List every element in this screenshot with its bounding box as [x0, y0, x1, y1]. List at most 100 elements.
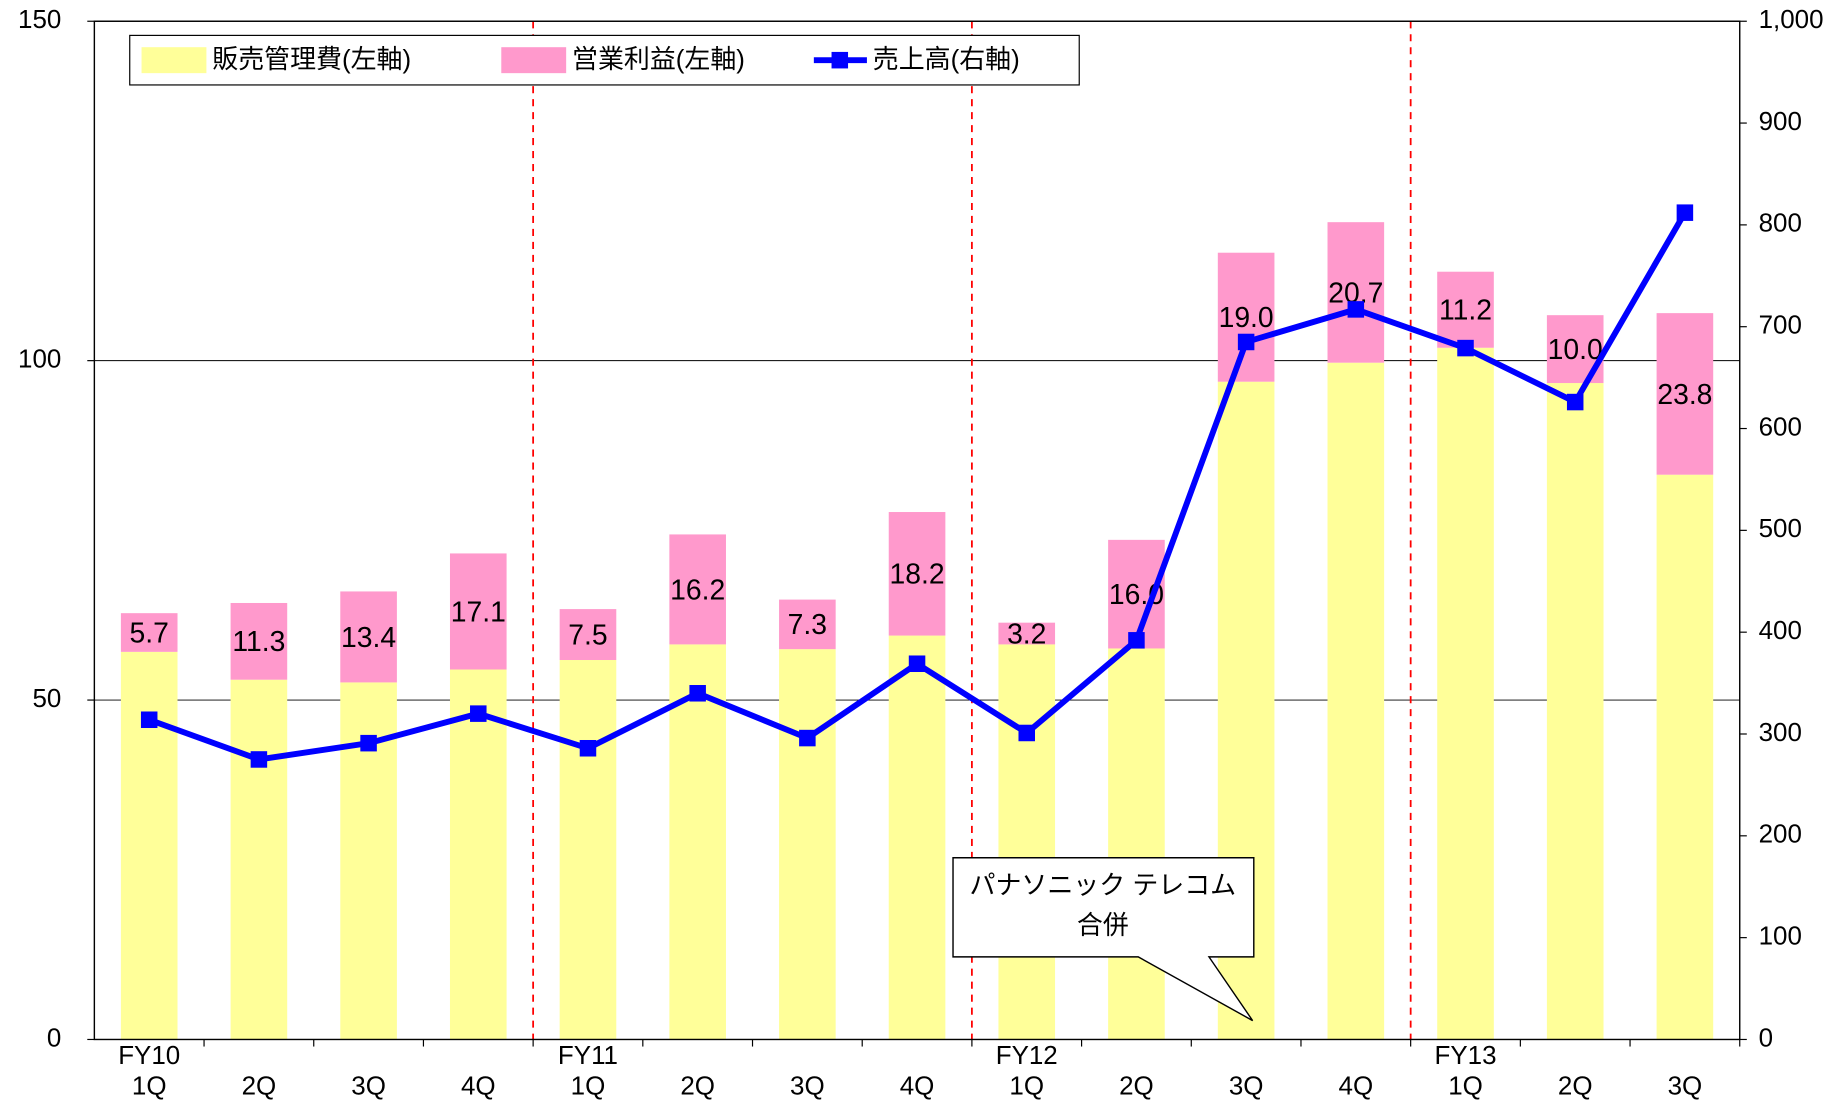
bar — [1108, 648, 1165, 1040]
line-marker — [470, 705, 487, 722]
data-label: 5.7 — [130, 616, 169, 648]
x-group-label: FY12 — [996, 1042, 1058, 1070]
x-tick-label: 2Q — [242, 1073, 277, 1101]
y2-tick-label: 0 — [1759, 1024, 1773, 1052]
line-marker — [689, 685, 706, 702]
y2-tick-label: 100 — [1759, 923, 1802, 951]
x-tick-label: 3Q — [351, 1073, 386, 1101]
data-label: 7.5 — [568, 618, 607, 650]
bar — [1437, 271, 1494, 348]
bar — [120, 651, 178, 1040]
y2-tick-label: 700 — [1759, 312, 1802, 340]
bar — [669, 644, 726, 1040]
bar — [559, 660, 617, 1040]
y-tick-label: 150 — [18, 6, 61, 34]
bar — [888, 512, 946, 636]
bar — [998, 644, 1056, 1040]
line-marker — [1457, 339, 1474, 357]
legend-label: 販売管理費(左軸) — [212, 45, 411, 74]
x-group-label: FY11 — [558, 1042, 618, 1070]
line-marker — [1237, 333, 1255, 351]
bar — [1217, 252, 1275, 382]
bar — [230, 679, 288, 1040]
legend-marker — [831, 51, 849, 69]
x-tick-label: 1Q — [132, 1073, 167, 1101]
plot-frame — [93, 20, 1741, 1041]
data-label: 10.0 — [1548, 333, 1603, 365]
y2-tick-label: 600 — [1759, 413, 1802, 441]
bar — [1437, 347, 1494, 1040]
data-label: 19.0 — [1219, 301, 1274, 333]
bar — [230, 602, 288, 680]
y2-tick-label: 800 — [1759, 210, 1802, 238]
line-marker — [360, 734, 377, 752]
line-marker — [250, 751, 268, 768]
line-marker — [1347, 301, 1365, 318]
x-tick-label: 2Q — [680, 1073, 715, 1101]
line-marker — [1018, 724, 1035, 742]
bar — [669, 534, 726, 645]
data-label: 11.3 — [232, 625, 285, 657]
y2-tick-label: 400 — [1759, 617, 1802, 645]
data-label: 11.2 — [1439, 294, 1492, 326]
bar — [779, 649, 836, 1040]
line-marker — [140, 711, 158, 729]
bar — [120, 613, 178, 652]
x-tick-label: 1Q — [1009, 1073, 1044, 1101]
data-label: 13.4 — [341, 621, 396, 653]
x-tick-label: 1Q — [571, 1073, 606, 1101]
data-label: 17.1 — [451, 595, 506, 627]
bar — [888, 635, 946, 1040]
x-tick-label: 4Q — [1339, 1073, 1374, 1101]
data-label: 7.3 — [788, 608, 827, 640]
line-marker — [1128, 632, 1145, 649]
y2-tick-label: 200 — [1759, 821, 1802, 849]
legend-label: 売上高(右軸) — [873, 45, 1020, 74]
data-label: 3.2 — [1007, 617, 1046, 649]
bar — [779, 599, 836, 650]
x-tick-label: 2Q — [1558, 1073, 1593, 1101]
y2-tick-label: 1,000 — [1759, 6, 1824, 34]
bar — [449, 553, 507, 670]
bar — [1327, 362, 1385, 1040]
legend-box — [129, 34, 1080, 86]
y-tick-label: 0 — [47, 1024, 61, 1052]
x-tick-label: 3Q — [1229, 1073, 1264, 1101]
x-tick-label: 4Q — [900, 1073, 935, 1101]
line-marker — [1566, 393, 1584, 411]
annotation: パナソニック テレコム — [970, 872, 1237, 900]
bar — [998, 622, 1056, 645]
legend-label: 営業利益(左軸) — [572, 45, 745, 74]
legend-swatch — [501, 47, 567, 74]
bar — [1327, 222, 1385, 363]
y2-tick-label: 900 — [1759, 108, 1802, 136]
line-marker — [1676, 204, 1694, 221]
callout — [952, 857, 1255, 1022]
x-tick-label: 4Q — [461, 1073, 496, 1101]
bar — [449, 669, 507, 1040]
data-label: 16.2 — [670, 573, 725, 605]
y-tick-label: 50 — [32, 685, 61, 713]
x-tick-label: 1Q — [1448, 1073, 1483, 1101]
line-marker — [908, 655, 926, 672]
bar — [1656, 313, 1714, 475]
bar — [1546, 383, 1604, 1040]
y-tick-label: 100 — [18, 346, 61, 374]
x-group-label: FY10 — [118, 1042, 180, 1070]
annotation: 合併 — [1077, 911, 1129, 940]
x-tick-label: 2Q — [1119, 1073, 1154, 1101]
data-label: 23.8 — [1657, 378, 1712, 410]
data-label: 18.2 — [890, 558, 945, 590]
bar — [559, 609, 617, 661]
legend-swatch — [141, 47, 207, 74]
bar — [340, 591, 397, 683]
x-group-label: FY13 — [1435, 1042, 1497, 1070]
line-marker — [799, 729, 816, 747]
y2-tick-label: 500 — [1759, 515, 1802, 543]
line-marker — [579, 739, 597, 757]
x-tick-label: 3Q — [790, 1073, 825, 1101]
y2-tick-label: 300 — [1759, 719, 1802, 747]
bar — [1656, 474, 1714, 1040]
x-tick-label: 3Q — [1668, 1073, 1703, 1101]
